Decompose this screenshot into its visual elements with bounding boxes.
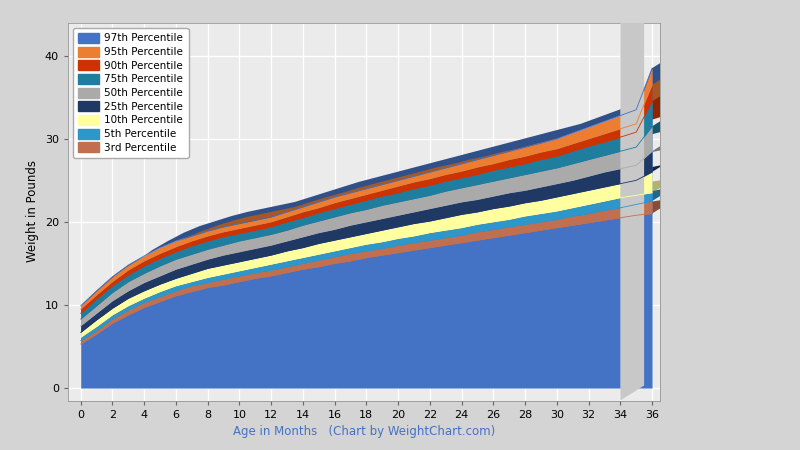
Polygon shape bbox=[81, 70, 676, 309]
Polygon shape bbox=[68, 8, 644, 22]
X-axis label: Age in Months   (Chart by WeightChart.com): Age in Months (Chart by WeightChart.com) bbox=[233, 425, 495, 438]
Polygon shape bbox=[81, 178, 676, 338]
Polygon shape bbox=[81, 198, 676, 344]
Polygon shape bbox=[620, 8, 644, 400]
Legend: 97th Percentile, 95th Percentile, 90th Percentile, 75th Percentile, 50th Percent: 97th Percentile, 95th Percentile, 90th P… bbox=[74, 28, 189, 158]
Polygon shape bbox=[81, 136, 676, 326]
Polygon shape bbox=[81, 53, 676, 306]
Polygon shape bbox=[81, 112, 676, 319]
Polygon shape bbox=[81, 157, 676, 333]
Polygon shape bbox=[81, 86, 676, 313]
Y-axis label: Weight in Pounds: Weight in Pounds bbox=[26, 161, 39, 262]
Polygon shape bbox=[81, 186, 676, 341]
